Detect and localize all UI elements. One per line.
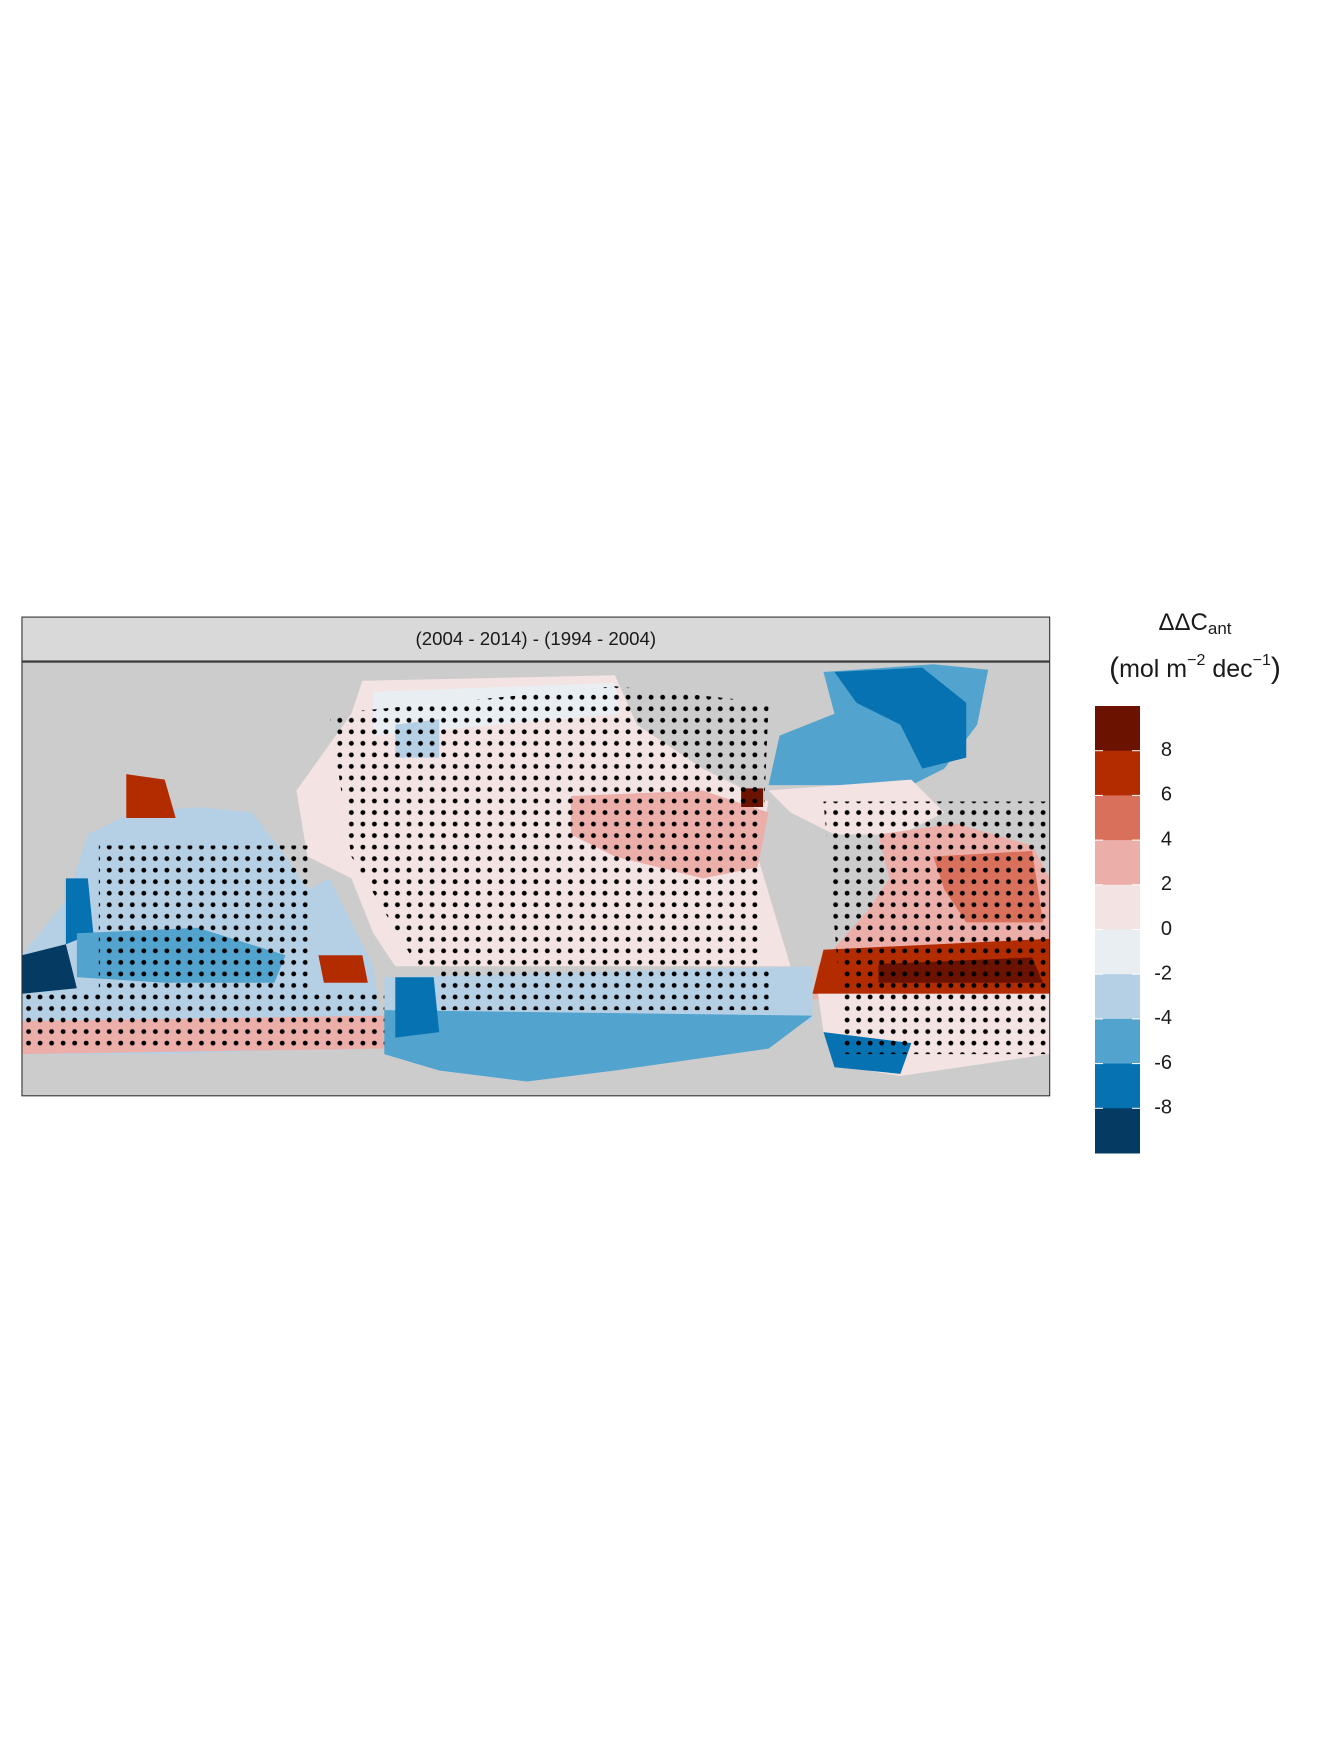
legend-units: (mol m−2 dec−1) — [1109, 652, 1281, 685]
colorbar-tick-label: -6 — [1154, 1052, 1172, 1074]
colorbar-tick-label: 2 — [1161, 873, 1172, 895]
map-body — [21, 662, 1050, 1096]
colorbar-tick-label: 8 — [1161, 739, 1172, 761]
legend-paren: ( — [1109, 652, 1119, 685]
ocean-region — [65, 878, 94, 945]
ocean-region — [126, 774, 176, 819]
colorbar-tick-label: 4 — [1161, 828, 1172, 850]
legend-unit: dec — [1205, 655, 1252, 683]
ocean-region — [384, 1010, 813, 1082]
legend-title: ΔΔCant — [1158, 609, 1231, 638]
colorbar-bin — [1095, 840, 1140, 886]
colorbar-bin — [1095, 750, 1140, 796]
colorbar-tick-label: 0 — [1161, 918, 1172, 940]
colorbar-bin — [1095, 884, 1140, 930]
legend-symbol: ΔΔC — [1158, 609, 1207, 636]
colorbar-bin — [1095, 706, 1140, 752]
legend: ΔΔCant (mol m−2 dec−1) 8 6 4 2 0 -2 -4 -6 -8 — [1095, 609, 1281, 1154]
colorbar-bin — [1095, 795, 1140, 841]
facet-strip — [21, 616, 1051, 662]
facet-title: (2004 - 2014) - (1994 - 2004) — [416, 628, 657, 649]
ocean-region — [834, 667, 967, 769]
colorbar-tick-label: 6 — [1161, 784, 1172, 806]
legend-exponent: −2 — [1187, 652, 1205, 669]
legend-paren: ) — [1271, 652, 1281, 685]
map-panel: (2004 - 2014) - (1994 - 2004) — [21, 616, 1051, 1097]
colorbar-tick-label: -8 — [1154, 1097, 1172, 1119]
legend-unit: mol m — [1119, 655, 1187, 683]
colorbar-tick-label: -2 — [1154, 962, 1172, 984]
colorbar-bin — [1095, 1018, 1140, 1065]
colorbar-bin — [1095, 929, 1140, 975]
stipple — [21, 686, 1050, 1055]
ocean-region — [395, 977, 440, 1038]
legend-subscript: ant — [1208, 619, 1232, 638]
colorbar-bin — [1095, 1063, 1140, 1109]
colorbar-bin — [1095, 1108, 1140, 1154]
colorbar-tick-label: -4 — [1154, 1007, 1172, 1029]
ocean-region — [318, 955, 368, 983]
ocean-region — [21, 944, 77, 994]
legend-exponent: −1 — [1253, 652, 1271, 669]
colorbar-bin — [1095, 974, 1140, 1020]
panel-border — [21, 661, 1051, 1097]
